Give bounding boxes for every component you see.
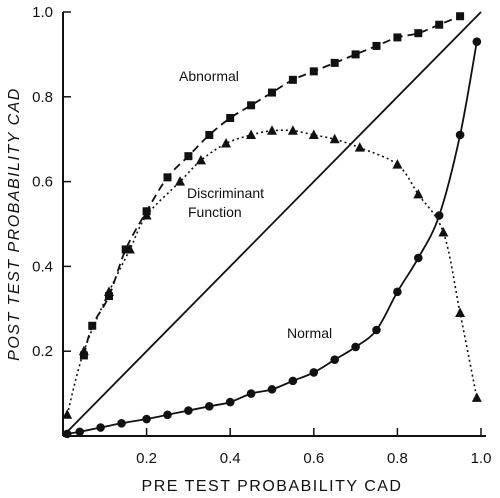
y-tick-label: 0.8 [32,89,53,106]
data-point-abnormal [121,245,130,254]
tick-marks [63,11,482,436]
y-tick-label: 0.4 [32,258,53,275]
data-point-normal [163,410,172,420]
data-point-abnormal [435,20,444,29]
data-point-abnormal [104,292,113,301]
data-point-discriminant-function [354,142,365,152]
plot-area [62,11,482,439]
data-point-discriminant-function [267,125,277,135]
y-axis-title: POST TEST PROBABILITY CAD [6,87,23,361]
x-tick-label: 0.8 [387,450,408,467]
data-point-discriminant-function [308,129,319,139]
data-point-abnormal [372,41,381,50]
data-point-normal [246,389,256,398]
tick-labels: 0.2 0.4 0.6 0.8 1.0 0.2 0.4 0.6 0.8 1.0 [32,4,491,467]
data-point-normal [96,423,105,432]
data-point-discriminant-function [175,176,186,186]
data-point-normal [225,397,235,407]
data-point-abnormal [351,50,360,59]
data-point-abnormal [456,12,465,21]
data-point-normal [372,325,381,335]
x-axis-title: PRE TEST PROBABILITY CAD [142,478,403,495]
annotation-normal: Normal [287,325,332,341]
x-tick-label: 0.6 [303,450,324,467]
data-point-discriminant-function [221,137,232,148]
series-line-normal [67,41,478,435]
data-point-normal [288,376,298,386]
data-point-normal [472,37,482,46]
data-point-discriminant-function [141,210,152,220]
data-point-discriminant-function [246,129,257,139]
data-point-abnormal [79,351,88,360]
data-point-normal [62,429,72,439]
data-point-normal [117,418,126,428]
data-point-abnormal [309,67,318,76]
data-point-normal [309,368,319,377]
x-tick-label: 0.2 [136,450,157,467]
data-point-normal [455,130,465,140]
data-point-abnormal [184,152,193,161]
data-point-abnormal [88,321,97,330]
data-point-discriminant-function [455,307,466,318]
data-point-normal [434,211,444,220]
data-point-normal [205,402,214,411]
data-point-abnormal [205,130,214,139]
axes [62,12,486,437]
series-labels: Abnormal Discriminant Function Normal [179,68,332,341]
y-tick-label: 1.0 [32,4,53,21]
annotation-discriminant: Discriminant [187,185,264,201]
data-point-discriminant-function [103,286,114,296]
x-tick-label: 0.4 [220,450,241,467]
series-line-abnormal [83,15,461,356]
data-point-normal [414,253,423,263]
data-point-discriminant-function [438,226,449,237]
data-point-abnormal [268,88,276,97]
data-point-discriminant-function [78,345,89,356]
series-line-discriminant-function [66,129,478,416]
data-point-normal [267,385,277,394]
data-point-discriminant-function [329,133,340,144]
data-point-abnormal [393,33,402,42]
data-point-abnormal [414,29,423,38]
data-point-discriminant-function [413,188,424,199]
data-point-abnormal [226,114,235,122]
data-point-normal [184,406,193,415]
data-point-discriminant-function [471,392,482,402]
data-point-abnormal [288,75,297,84]
data-point-discriminant-function [287,125,298,135]
y-tick-label: 0.2 [32,343,53,360]
data-point-normal [330,355,340,364]
data-point-abnormal [163,173,172,182]
annotation-function: Function [188,204,242,220]
data-point-discriminant-function [62,409,73,419]
data-point-normal [393,287,402,297]
annotation-abnormal: Abnormal [179,68,239,84]
data-point-normal [142,414,151,424]
data-point-normal [351,342,360,352]
data-point-normal [75,427,85,437]
x-tick-label: 1.0 [471,450,492,467]
data-point-discriminant-function [195,154,206,165]
series-line-reference [62,11,482,437]
data-point-abnormal [247,101,256,110]
y-tick-label: 0.6 [32,174,53,191]
data-point-abnormal [330,58,339,67]
data-point-discriminant-function [124,243,135,254]
data-point-discriminant-function [392,159,403,169]
